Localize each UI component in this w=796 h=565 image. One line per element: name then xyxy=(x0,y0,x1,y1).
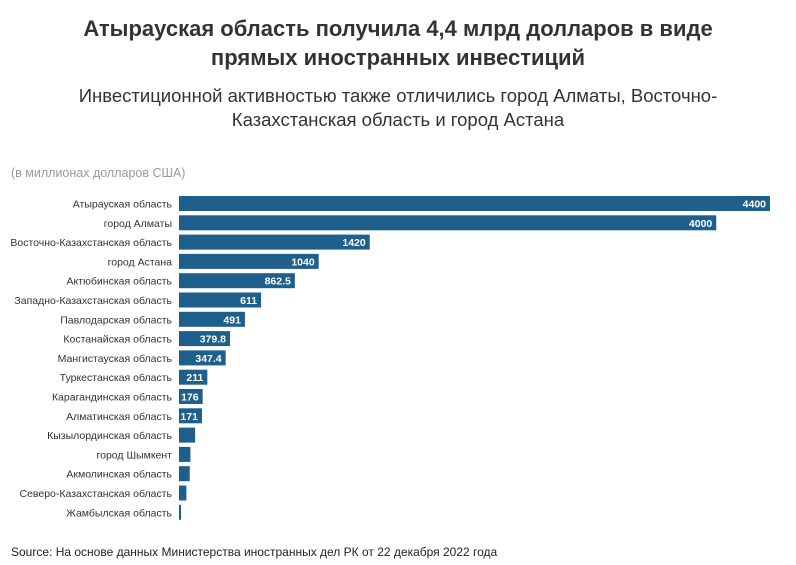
category-label: Костанайская область xyxy=(63,334,172,346)
category-label: Атырауская область xyxy=(73,199,173,211)
category-label: Жамбылская область xyxy=(66,507,172,519)
category-label: Северо-Казахстанская область xyxy=(20,488,173,500)
category-label: Карагандинская область xyxy=(52,392,173,404)
category-label: Акмолинская область xyxy=(66,469,172,481)
bar xyxy=(179,504,181,520)
chart-subtitle: Инвестиционной активностью также отличил… xyxy=(0,84,796,132)
bar-row: город Астана 1040 xyxy=(108,253,319,269)
data-label: 347.4 xyxy=(195,353,221,365)
bar-row: город Алматы 4000 xyxy=(104,215,717,231)
category-label: Туркестанская область xyxy=(60,372,173,384)
bar-row: Акмолинская область xyxy=(66,466,190,482)
bar xyxy=(179,234,370,250)
bar xyxy=(179,466,190,482)
bar xyxy=(179,253,319,269)
bar xyxy=(179,408,202,424)
bar xyxy=(179,196,770,211)
category-label: Мангистауская область xyxy=(58,353,173,365)
unit-note: (в миллионах долларов США) xyxy=(11,166,186,180)
bar-row: Актюбинская область 862.5 xyxy=(67,273,295,289)
bar xyxy=(179,215,717,231)
category-label: Кызылординская область xyxy=(47,430,172,442)
category-label: Восточно-Казахстанская область xyxy=(10,237,172,249)
chart-subtitle-line-2: Казахстанская область и город Астана xyxy=(231,109,565,130)
bar xyxy=(179,485,187,501)
bar xyxy=(179,427,196,443)
data-label: 611 xyxy=(240,295,257,307)
category-label: Западно-Казахстанская область xyxy=(14,295,172,307)
bar xyxy=(179,273,295,289)
category-label: Актюбинская область xyxy=(67,276,173,288)
chart-title-line-2: прямых иностранных инвестиций xyxy=(210,45,586,70)
category-label: город Астана xyxy=(108,256,173,268)
chart-subtitle-line-1: Инвестиционной активностью также отличил… xyxy=(78,85,718,106)
chart-title-line-1: Атырауская область получила 4,4 млрд дол… xyxy=(83,16,713,41)
bar-row: Атырауская область 4400 xyxy=(73,196,770,211)
source-text: На основе данных Министерства иностранны… xyxy=(55,545,498,559)
bar xyxy=(179,350,226,366)
bar-row: Карагандинская область 176 xyxy=(52,389,203,404)
data-label: 4400 xyxy=(743,199,767,211)
category-label: Алматинская область xyxy=(66,411,172,423)
bar xyxy=(179,369,208,385)
data-label: 211 xyxy=(186,372,203,384)
bar xyxy=(179,331,231,347)
bar xyxy=(179,311,245,327)
bar-row: Костанайская область 379.8 xyxy=(63,331,231,347)
category-label: Павлодарская область xyxy=(60,314,172,326)
category-label: город Алматы xyxy=(104,218,172,230)
bar-row: Павлодарская область 491 xyxy=(60,311,245,327)
bar-row: Кызылординская область xyxy=(47,427,196,443)
bar-row: Восточно-Казахстанская область 1420 xyxy=(10,234,370,250)
bar-row: Мангистауская область 347.4 xyxy=(58,350,226,366)
data-label: 171 xyxy=(180,411,198,423)
bar-row: Туркестанская область 211 xyxy=(60,369,208,385)
data-label: 176 xyxy=(181,392,199,404)
data-label: 1420 xyxy=(342,237,366,249)
bar-row: Жамбылская область xyxy=(66,504,181,520)
chart-title: Атырауская область получила 4,4 млрд дол… xyxy=(0,14,796,72)
bar xyxy=(179,446,191,462)
bar-row: город Шымкент xyxy=(97,446,191,462)
bar-row: Алматинская область 171 xyxy=(66,408,202,424)
category-label: город Шымкент xyxy=(97,449,173,461)
bar-row: Северо-Казахстанская область xyxy=(20,485,187,501)
bar xyxy=(179,292,262,308)
data-label: 379.8 xyxy=(200,334,226,346)
data-label: 4000 xyxy=(689,218,713,230)
bar-row: Западно-Казахстанская область 611 xyxy=(14,292,262,308)
source-note: Source: На основе данных Министерства ин… xyxy=(11,545,497,559)
data-label: 491 xyxy=(223,314,241,326)
bar-chart: Атырауская область 4400 город Алматы 4000 Во… xyxy=(10,196,770,520)
source-label: Source: xyxy=(11,545,53,559)
bar xyxy=(179,389,203,404)
data-label: 862.5 xyxy=(265,276,291,288)
data-label: 1040 xyxy=(291,256,315,268)
